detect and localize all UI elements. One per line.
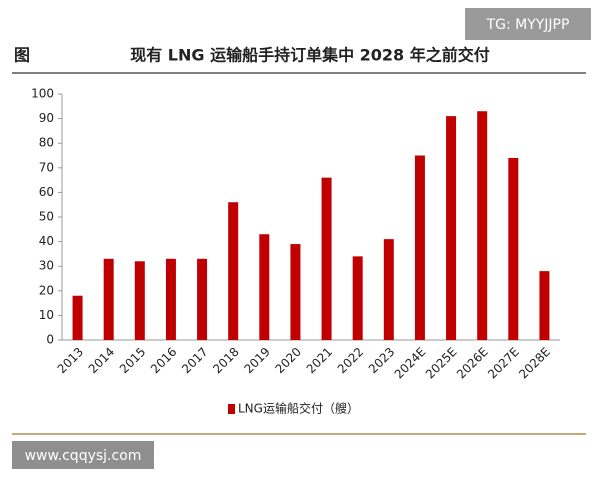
y-tick-label: 30 bbox=[39, 259, 54, 273]
bar bbox=[228, 202, 239, 340]
watermark-box bbox=[465, 8, 591, 40]
bar bbox=[103, 258, 114, 340]
legend-label: LNG运输船交付（艘） bbox=[238, 401, 359, 416]
bar bbox=[72, 295, 83, 340]
bar bbox=[134, 261, 145, 340]
bar bbox=[165, 258, 176, 340]
y-tick-label: 0 bbox=[46, 333, 54, 347]
y-tick-label: 20 bbox=[39, 283, 54, 297]
bar bbox=[508, 157, 519, 340]
watermark-box bbox=[12, 441, 154, 469]
bar bbox=[290, 244, 301, 340]
y-tick-label: 80 bbox=[39, 136, 54, 150]
bar bbox=[446, 116, 457, 340]
bar bbox=[321, 177, 332, 340]
bar bbox=[259, 234, 270, 340]
y-tick-label: 70 bbox=[39, 160, 54, 174]
figure-label: 图 bbox=[14, 46, 30, 65]
bar bbox=[539, 271, 550, 340]
watermark: www.cqqysj.com bbox=[25, 448, 142, 464]
y-tick-label: 10 bbox=[39, 308, 54, 322]
bar bbox=[352, 256, 363, 340]
y-tick-label: 60 bbox=[39, 185, 54, 199]
legend-swatch bbox=[228, 404, 235, 414]
y-tick-label: 40 bbox=[39, 234, 54, 248]
bar bbox=[197, 258, 208, 340]
y-tick-label: 50 bbox=[39, 210, 54, 224]
bar bbox=[477, 111, 488, 340]
bar bbox=[414, 155, 425, 340]
chart-title: 现有 LNG 运输船手持订单集中 2028 年之前交付 bbox=[130, 46, 490, 65]
y-tick-label: 100 bbox=[31, 87, 54, 101]
watermark: TG: MYYJJPP bbox=[486, 17, 570, 33]
y-tick-label: 90 bbox=[39, 111, 54, 125]
bar bbox=[383, 239, 394, 340]
